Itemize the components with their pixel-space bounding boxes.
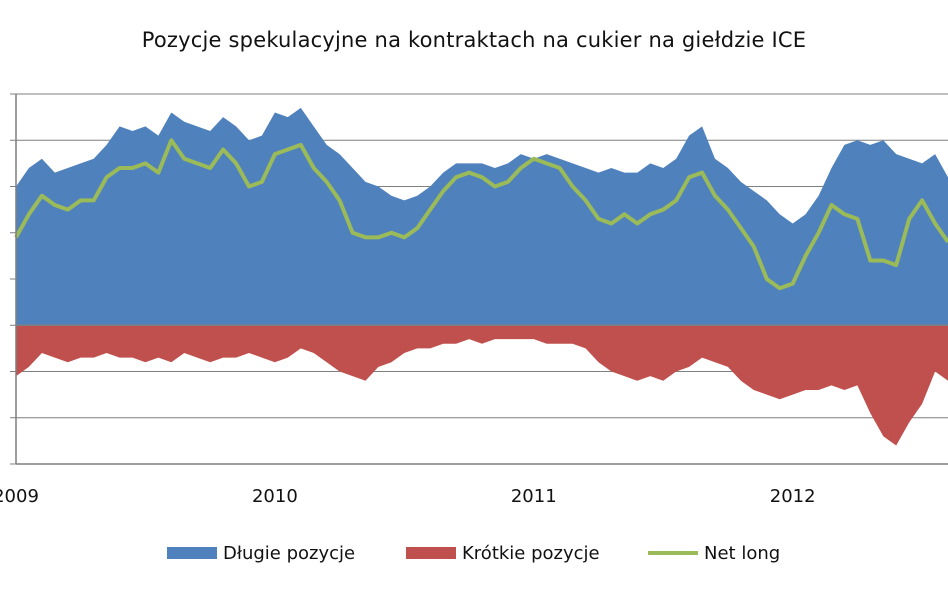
series-area-short	[16, 325, 948, 446]
chart-title: Pozycje spekulacyjne na kontraktach na c…	[141, 28, 807, 52]
legend-item-long: Długie pozycje	[167, 538, 355, 568]
legend-label-short: Krótkie pozycje	[462, 542, 600, 564]
legend-swatch-long	[167, 547, 217, 559]
legend-label-net: Net long	[704, 542, 781, 564]
area-layer	[16, 107, 948, 446]
chart-plot: 2009 2010 2011 2012	[0, 93, 948, 507]
legend-swatch-short	[406, 547, 456, 559]
x-tick-label: 2010	[252, 486, 298, 507]
x-tick-label: 2011	[511, 486, 557, 507]
line-layer	[14, 138, 948, 291]
legend-label-long: Długie pozycje	[223, 542, 356, 564]
legend-item-short: Krótkie pozycje	[406, 538, 600, 568]
legend-item-net: Net long	[648, 538, 780, 568]
axes	[10, 93, 948, 465]
series-line-net	[14, 138, 948, 291]
legend-swatch-net	[648, 551, 698, 555]
x-tick-label: 2012	[770, 486, 816, 507]
series-area-long	[16, 107, 948, 326]
x-tick-label: 2009	[0, 486, 39, 507]
x-tick-labels: 2009 2010 2011 2012	[0, 486, 816, 507]
legend: Długie pozycje Krótkie pozycje Net long	[0, 538, 948, 568]
